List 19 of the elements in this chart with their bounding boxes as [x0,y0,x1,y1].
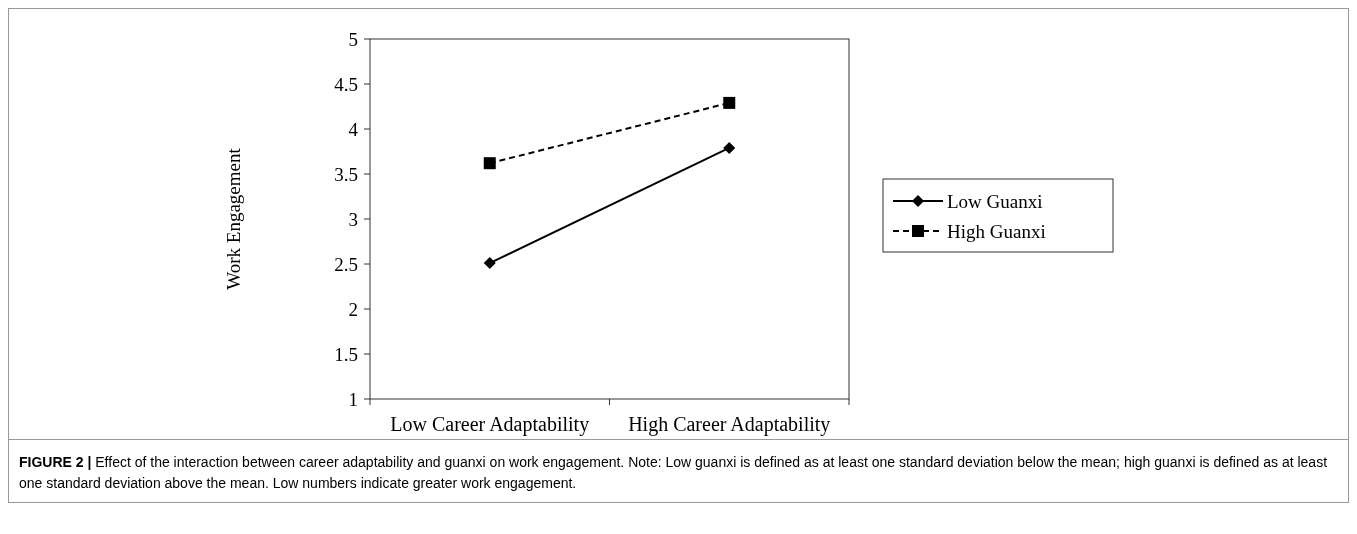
y-tick-label: 2 [348,298,358,320]
y-tick-label: 4 [348,118,359,140]
x-tick-label: Low Career Adaptability [390,413,590,436]
y-tick-label: 3 [348,208,358,230]
x-tick-label: High Career Adaptability [628,413,831,436]
y-tick-label: 4.5 [334,73,358,95]
y-tick-label: 1 [348,388,358,410]
y-tick-label: 2.5 [334,253,358,275]
legend-label: Low Guanxi [947,190,1043,212]
point [723,141,736,154]
point [723,96,736,109]
caption: FIGURE 2 | Effect of the interaction between career adaptability and guanxi on work engagement. Note: Low guanxi is defined as at least one standard deviation below the mean; high guanxi is defined as at least one standard deviation above the mean. Low numbers indicate greater work engagement. [19,453,1329,493]
point [483,257,496,270]
point [483,157,496,170]
y-tick-label: 1.5 [334,343,358,365]
y-axis-title: Work Engagement [223,147,244,290]
y-tick-label: 3.5 [334,163,358,185]
y-tick-label: 5 [348,28,358,50]
legend-label: High Guanxi [947,220,1046,242]
